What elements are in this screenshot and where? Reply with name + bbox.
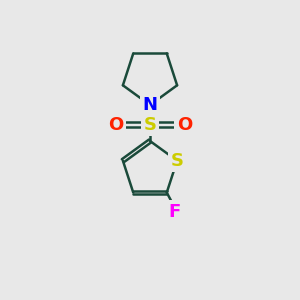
Text: N: N: [142, 96, 158, 114]
Text: S: S: [143, 116, 157, 134]
Text: O: O: [177, 116, 192, 134]
Text: O: O: [108, 116, 123, 134]
Text: S: S: [171, 152, 184, 170]
Text: F: F: [168, 203, 180, 221]
